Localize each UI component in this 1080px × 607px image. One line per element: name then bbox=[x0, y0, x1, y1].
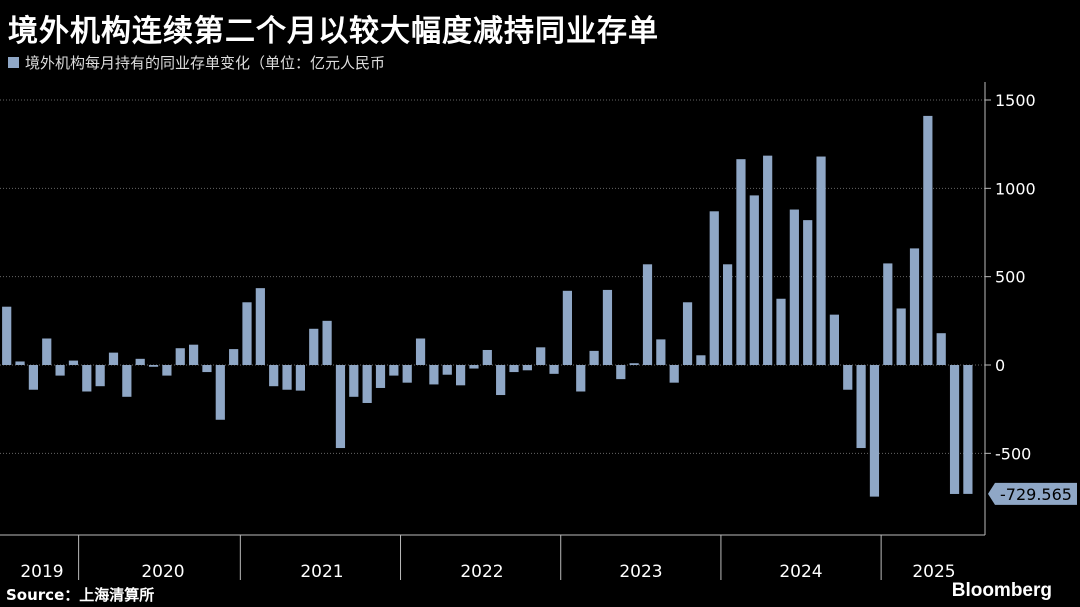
bar bbox=[148, 365, 159, 367]
y-tick-label: 1000 bbox=[995, 179, 1036, 198]
x-year-label: 2025 bbox=[912, 562, 955, 582]
bar bbox=[669, 365, 679, 383]
bar bbox=[456, 365, 466, 386]
chart-title: 境外机构连续第二个月以较大幅度减持同业存单 bbox=[8, 14, 659, 49]
bar bbox=[242, 302, 252, 365]
bar bbox=[229, 349, 239, 365]
bar bbox=[482, 349, 492, 365]
bar bbox=[776, 298, 786, 365]
bar bbox=[923, 115, 933, 366]
x-year-label: 2019 bbox=[20, 562, 63, 582]
bar bbox=[576, 365, 586, 392]
bar bbox=[335, 365, 346, 449]
legend-swatch bbox=[8, 57, 19, 68]
bar bbox=[202, 365, 212, 373]
x-year-label: 2022 bbox=[460, 562, 503, 582]
callout-shape bbox=[988, 482, 1077, 505]
bar bbox=[42, 338, 52, 365]
bar bbox=[108, 352, 119, 365]
y-tick-label: 500 bbox=[995, 268, 1026, 287]
bar bbox=[589, 350, 599, 365]
bar bbox=[522, 365, 532, 371]
bar bbox=[175, 348, 185, 365]
bar bbox=[269, 365, 279, 387]
chart-legend: 境外机构每月持有的同业存单变化（单位：亿元人民币 bbox=[8, 52, 385, 73]
bar bbox=[349, 365, 359, 397]
bar bbox=[375, 365, 386, 388]
bar bbox=[963, 365, 973, 494]
bar bbox=[309, 328, 319, 365]
bar bbox=[135, 358, 145, 365]
bar bbox=[709, 211, 719, 365]
source-note: Source：上海清算所 bbox=[6, 586, 155, 604]
bloomberg-logo: Bloomberg bbox=[951, 580, 1052, 601]
bar bbox=[68, 360, 79, 365]
bar bbox=[749, 195, 759, 365]
bar bbox=[442, 365, 452, 375]
bar bbox=[255, 288, 265, 365]
bar bbox=[656, 339, 666, 365]
bar bbox=[909, 248, 920, 365]
bar bbox=[362, 365, 372, 403]
bar bbox=[536, 347, 546, 365]
y-tick-label: 1500 bbox=[995, 91, 1036, 110]
bar bbox=[616, 365, 626, 380]
bar bbox=[509, 365, 519, 373]
bar bbox=[402, 365, 412, 383]
bar bbox=[215, 365, 225, 420]
x-year-label: 2020 bbox=[141, 562, 184, 582]
bar bbox=[469, 365, 479, 369]
bar bbox=[95, 365, 105, 387]
bar bbox=[429, 365, 439, 385]
x-year-label: 2024 bbox=[779, 562, 822, 582]
bar bbox=[763, 155, 773, 365]
bar bbox=[856, 365, 866, 449]
bar bbox=[736, 159, 746, 365]
bar bbox=[682, 302, 693, 365]
bar bbox=[816, 156, 826, 365]
bar bbox=[843, 365, 853, 390]
bar bbox=[15, 361, 25, 365]
bar bbox=[936, 333, 946, 365]
last-value-callout: -729.565 bbox=[988, 482, 1077, 505]
x-year-label: 2023 bbox=[619, 562, 662, 582]
bar bbox=[562, 290, 572, 365]
bar bbox=[869, 365, 880, 497]
bar bbox=[696, 355, 706, 365]
bar bbox=[322, 320, 332, 365]
bar bbox=[55, 365, 65, 376]
bar bbox=[629, 363, 639, 365]
bar bbox=[803, 220, 813, 365]
callout-label: -729.565 bbox=[1000, 485, 1072, 504]
bar bbox=[189, 344, 199, 365]
bar bbox=[549, 365, 559, 374]
bar bbox=[122, 365, 132, 397]
bar bbox=[496, 365, 506, 396]
bar bbox=[162, 365, 172, 376]
y-tick-label: -500 bbox=[995, 444, 1031, 463]
x-year-label: 2021 bbox=[300, 562, 343, 582]
bar bbox=[389, 365, 399, 376]
bar bbox=[789, 209, 799, 365]
bar bbox=[723, 264, 733, 365]
bar bbox=[2, 306, 12, 365]
bar bbox=[829, 314, 839, 365]
bar bbox=[282, 365, 292, 390]
bar bbox=[82, 365, 92, 392]
bar bbox=[883, 263, 893, 365]
bar bbox=[602, 289, 613, 365]
bar bbox=[295, 365, 305, 391]
legend-label: 境外机构每月持有的同业存单变化（单位：亿元人民币 bbox=[25, 54, 386, 72]
bar bbox=[28, 365, 38, 390]
y-tick-label: 0 bbox=[995, 356, 1005, 375]
bar bbox=[949, 365, 960, 494]
bar bbox=[415, 338, 426, 365]
bar bbox=[896, 308, 906, 365]
bar bbox=[642, 264, 653, 365]
